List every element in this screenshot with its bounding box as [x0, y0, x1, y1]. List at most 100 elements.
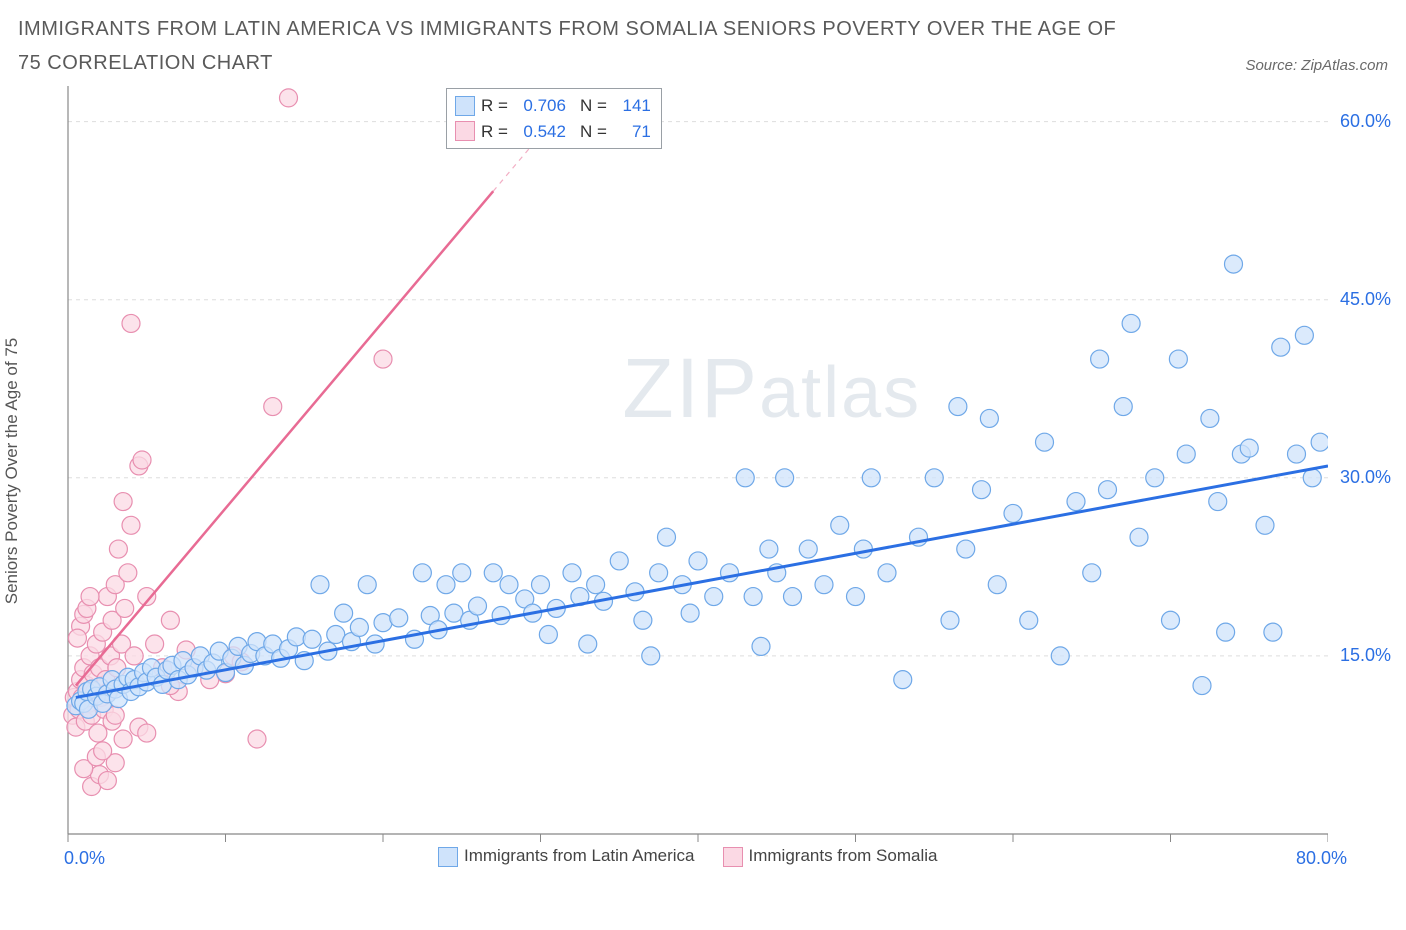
data-point [736, 469, 754, 487]
data-point [350, 618, 368, 636]
legend-n-label: N = [580, 93, 607, 119]
data-point [161, 611, 179, 629]
legend-n-value: 141 [613, 93, 651, 119]
data-point [1130, 528, 1148, 546]
data-point [705, 588, 723, 606]
data-point [437, 576, 455, 594]
series-legend: Immigrants from Latin America Immigrants … [438, 846, 937, 867]
data-point [988, 576, 1006, 594]
data-point [1122, 314, 1140, 332]
data-point [539, 626, 557, 644]
data-point [744, 588, 762, 606]
data-point [81, 588, 99, 606]
data-point [133, 451, 151, 469]
data-point [146, 635, 164, 653]
data-point [973, 481, 991, 499]
y-tick-label: 15.0% [1340, 645, 1391, 666]
data-point [1083, 564, 1101, 582]
data-point [847, 588, 865, 606]
legend-n-value: 71 [613, 119, 651, 145]
correlation-legend-box: R =0.706 N =141R =0.542 N =71 [446, 88, 662, 149]
data-point [264, 398, 282, 416]
data-point [1217, 623, 1235, 641]
data-point [303, 630, 321, 648]
data-point [89, 724, 107, 742]
data-point [1209, 493, 1227, 511]
data-point [681, 604, 699, 622]
data-point [1114, 398, 1132, 416]
data-point [114, 730, 132, 748]
data-point [390, 609, 408, 627]
data-point [248, 730, 266, 748]
data-point [94, 742, 112, 760]
data-point [878, 564, 896, 582]
legend-r-value: 0.706 [514, 93, 566, 119]
data-point [68, 629, 86, 647]
data-point [862, 469, 880, 487]
data-point [957, 540, 975, 558]
x-axis-min-label: 0.0% [64, 848, 105, 869]
data-point [358, 576, 376, 594]
data-point [831, 516, 849, 534]
data-point [658, 528, 676, 546]
data-point [1004, 504, 1022, 522]
data-point [689, 552, 707, 570]
data-point [109, 540, 127, 558]
data-point [469, 597, 487, 615]
data-point [122, 314, 140, 332]
data-point [642, 647, 660, 665]
data-point [280, 89, 298, 107]
data-point [138, 724, 156, 742]
data-point [1020, 611, 1038, 629]
data-point [374, 350, 392, 368]
data-point [1067, 493, 1085, 511]
data-point [532, 576, 550, 594]
data-point [1169, 350, 1187, 368]
data-point [1036, 433, 1054, 451]
y-axis-label: Seniors Poverty Over the Age of 75 [2, 338, 22, 604]
data-point [125, 647, 143, 665]
legend-swatch [455, 121, 475, 141]
data-point [1272, 338, 1290, 356]
data-point [1201, 409, 1219, 427]
data-point [311, 576, 329, 594]
data-point [1225, 255, 1243, 273]
chart-area: Seniors Poverty Over the Age of 75 ZIPat… [18, 86, 1388, 856]
legend-r-label: R = [481, 119, 508, 145]
data-point [980, 409, 998, 427]
data-point [1256, 516, 1274, 534]
legend-r-value: 0.542 [514, 119, 566, 145]
data-point [815, 576, 833, 594]
data-point [114, 493, 132, 511]
series-legend-item: Immigrants from Somalia [723, 846, 938, 867]
data-point [776, 469, 794, 487]
data-point [1177, 445, 1195, 463]
legend-row: R =0.542 N =71 [455, 119, 651, 145]
y-tick-label: 45.0% [1340, 289, 1391, 310]
data-point [587, 576, 605, 594]
data-point [752, 637, 770, 655]
data-point [1099, 481, 1117, 499]
series-name: Immigrants from Somalia [749, 846, 938, 865]
data-point [1311, 433, 1328, 451]
source-attribution: Source: ZipAtlas.com [1245, 57, 1388, 74]
data-point [413, 564, 431, 582]
data-point [784, 588, 802, 606]
data-point [1162, 611, 1180, 629]
data-point [799, 540, 817, 558]
data-point [1193, 677, 1211, 695]
data-point [335, 604, 353, 622]
data-point [453, 564, 471, 582]
data-point [500, 576, 518, 594]
data-point [1288, 445, 1306, 463]
y-tick-label: 30.0% [1340, 467, 1391, 488]
data-point [1146, 469, 1164, 487]
data-point [579, 635, 597, 653]
data-point [492, 607, 510, 625]
legend-swatch [438, 847, 458, 867]
data-point [1091, 350, 1109, 368]
series-legend-item: Immigrants from Latin America [438, 846, 695, 867]
y-tick-label: 60.0% [1340, 111, 1391, 132]
data-point [894, 671, 912, 689]
legend-n-label: N = [580, 119, 607, 145]
